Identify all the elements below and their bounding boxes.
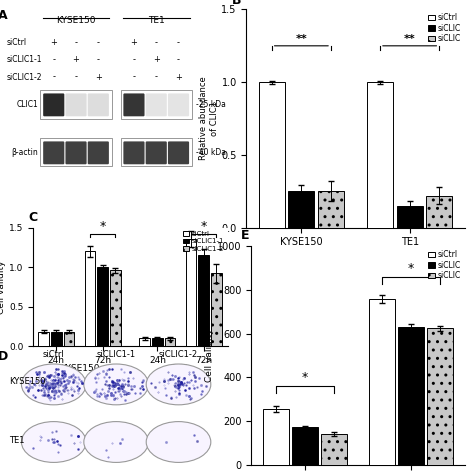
Text: siCtrl: siCtrl (43, 350, 64, 359)
Bar (321, 434, 346, 465)
Text: +: + (50, 38, 57, 46)
FancyBboxPatch shape (123, 93, 145, 116)
Bar (398, 327, 424, 465)
Text: KYSE150: KYSE150 (56, 16, 96, 25)
Text: -25 kDa: -25 kDa (196, 100, 226, 109)
Text: C: C (28, 210, 37, 224)
Y-axis label: Cell validity: Cell validity (205, 329, 214, 382)
Text: TE1: TE1 (148, 16, 164, 25)
Bar (64, 332, 74, 346)
FancyBboxPatch shape (88, 141, 109, 164)
Text: -: - (52, 73, 55, 82)
Text: -: - (97, 38, 100, 46)
Ellipse shape (21, 421, 86, 463)
Bar (110, 270, 120, 346)
Bar (186, 239, 196, 346)
Text: +: + (95, 73, 102, 82)
Text: -: - (74, 73, 78, 82)
Text: β-actin: β-actin (11, 148, 38, 157)
Text: *: * (201, 220, 207, 233)
Text: *: * (100, 220, 106, 233)
Text: -: - (97, 55, 100, 64)
Text: **: ** (295, 35, 307, 45)
Text: CLIC1: CLIC1 (17, 100, 38, 109)
FancyBboxPatch shape (65, 141, 87, 164)
Bar (259, 82, 285, 228)
Bar (426, 196, 452, 228)
FancyBboxPatch shape (65, 93, 87, 116)
Bar (263, 409, 289, 465)
Bar (318, 191, 344, 228)
FancyBboxPatch shape (43, 93, 64, 116)
Bar (367, 82, 393, 228)
Bar (38, 332, 49, 346)
Text: KYSE150: KYSE150 (9, 377, 46, 386)
Text: -40 kDa: -40 kDa (196, 148, 226, 157)
Text: +: + (175, 73, 182, 82)
Bar (427, 328, 453, 465)
Bar (97, 267, 108, 346)
Text: +: + (153, 55, 160, 64)
Bar (152, 338, 163, 346)
Text: -: - (177, 38, 180, 46)
FancyBboxPatch shape (43, 141, 64, 164)
Legend: siCtrl, siCLIC, siCLIC: siCtrl, siCLIC, siCLIC (428, 250, 461, 280)
Text: **: ** (404, 35, 416, 45)
Text: -: - (74, 38, 78, 46)
Text: TE1: TE1 (9, 436, 25, 445)
Bar (288, 191, 314, 228)
Bar (292, 428, 318, 465)
FancyBboxPatch shape (146, 93, 167, 116)
FancyBboxPatch shape (88, 93, 109, 116)
Legend: siCtrl, siCLIC, siCLIC: siCtrl, siCLIC, siCLIC (428, 13, 461, 43)
Text: siCtrl: siCtrl (7, 38, 27, 46)
Bar (397, 206, 423, 228)
Text: siCLIC1-2: siCLIC1-2 (7, 73, 43, 82)
Ellipse shape (146, 421, 211, 463)
Bar (51, 332, 62, 346)
Text: *: * (408, 262, 414, 275)
Ellipse shape (146, 364, 211, 405)
Text: +: + (73, 55, 80, 64)
Legend: siCtrl, siCLIC1-1, siCLIC1-2: siCtrl, siCLIC1-1, siCLIC1-2 (182, 231, 224, 252)
Text: E: E (241, 229, 250, 242)
Text: A: A (0, 9, 8, 22)
Y-axis label: Cell validity: Cell validity (0, 260, 6, 313)
Text: -: - (52, 55, 55, 64)
Y-axis label: Relative abundance
of CLIC1: Relative abundance of CLIC1 (199, 77, 219, 160)
Text: siCLIC1-1: siCLIC1-1 (7, 55, 43, 64)
Ellipse shape (84, 364, 148, 405)
FancyBboxPatch shape (123, 141, 145, 164)
Bar (164, 338, 175, 346)
Text: KYSE150: KYSE150 (60, 365, 99, 374)
Text: -: - (155, 38, 158, 46)
FancyBboxPatch shape (168, 141, 189, 164)
Ellipse shape (84, 421, 148, 463)
Text: B: B (232, 0, 241, 7)
Bar (369, 299, 394, 465)
Text: siCLIC1-2: siCLIC1-2 (159, 350, 198, 359)
Text: -: - (132, 55, 136, 64)
Text: -: - (132, 73, 136, 82)
Text: TE1: TE1 (172, 365, 189, 374)
Bar (139, 338, 150, 346)
FancyBboxPatch shape (146, 141, 167, 164)
Ellipse shape (21, 364, 86, 405)
Text: -: - (155, 73, 158, 82)
Bar (198, 255, 209, 346)
Text: -: - (177, 55, 180, 64)
Text: siCLIC1-1: siCLIC1-1 (97, 350, 136, 359)
Text: D: D (0, 350, 9, 363)
Text: *: * (302, 371, 308, 384)
Text: +: + (130, 38, 137, 46)
Bar (211, 273, 222, 346)
Bar (85, 251, 95, 346)
FancyBboxPatch shape (168, 93, 189, 116)
